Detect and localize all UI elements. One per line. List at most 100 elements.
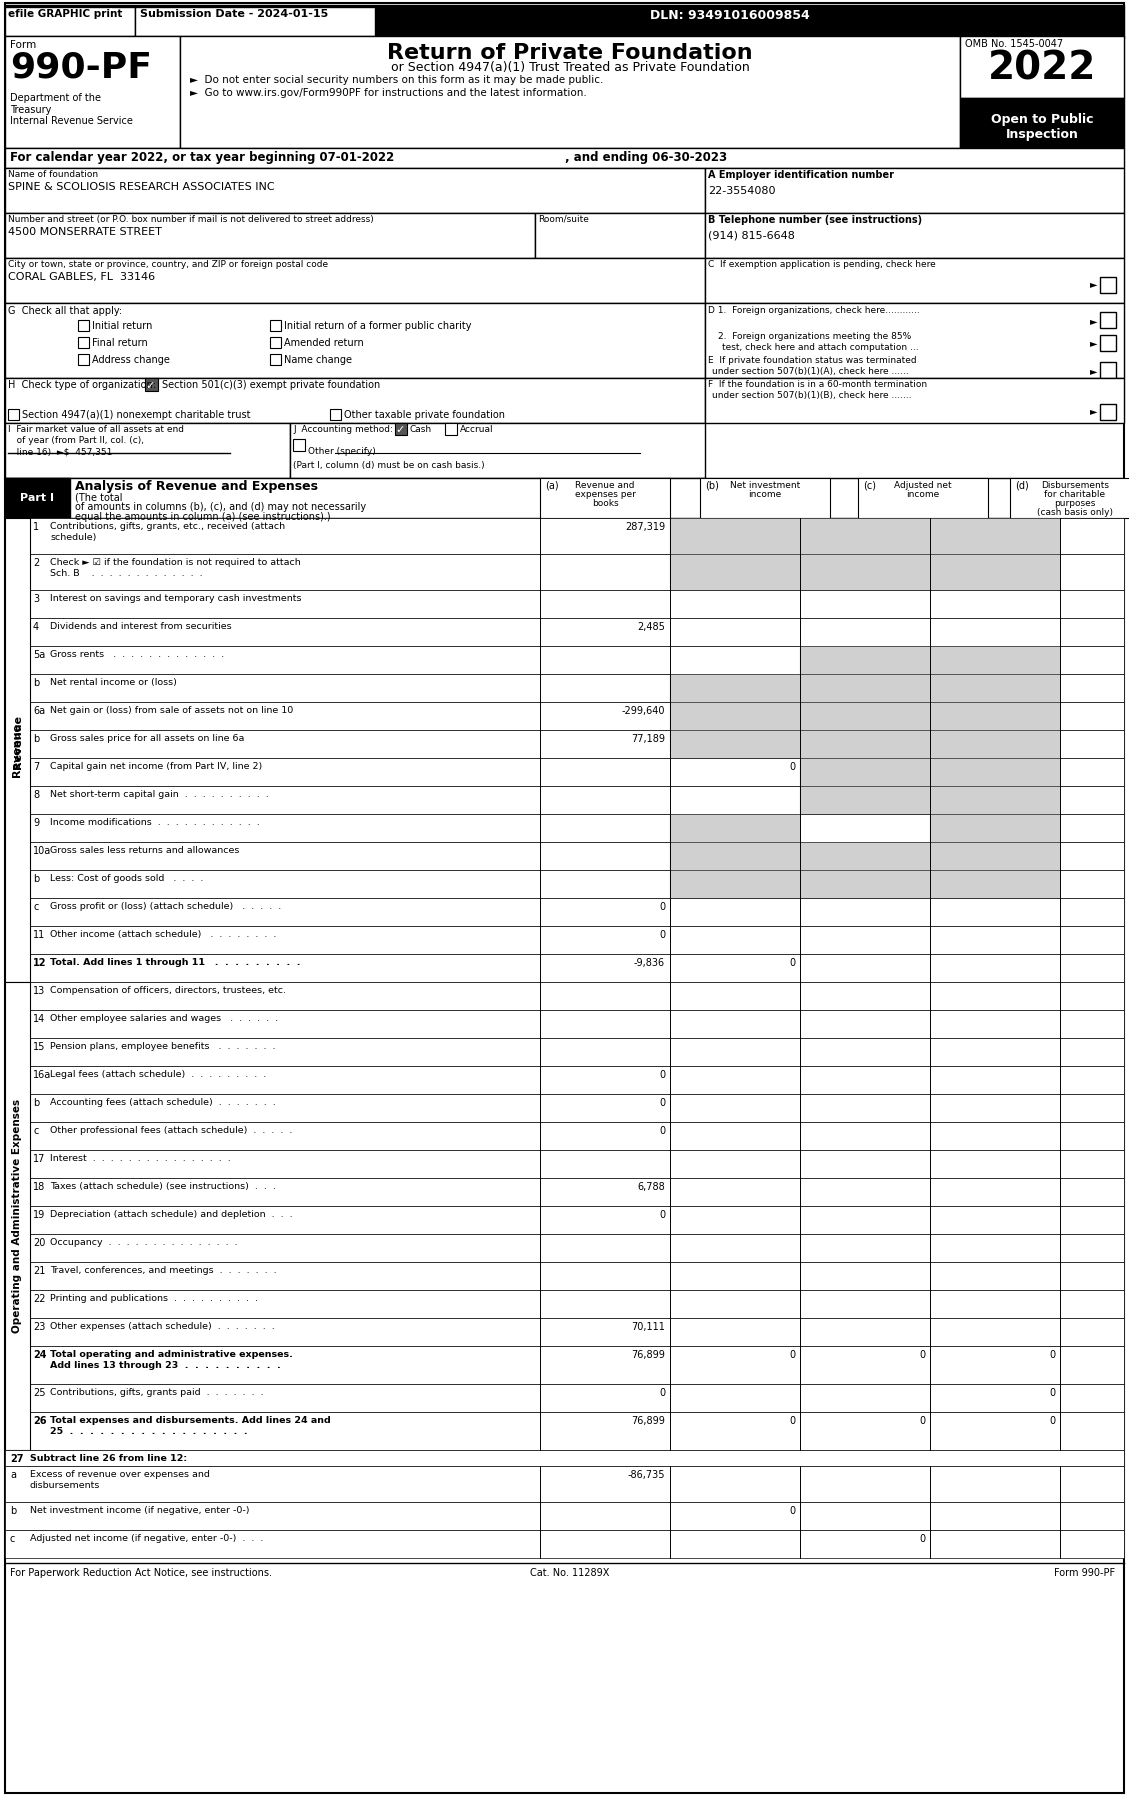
Text: Excess of revenue over expenses and: Excess of revenue over expenses and	[30, 1471, 210, 1480]
Bar	[30, 619, 1124, 645]
Text: (a): (a)	[545, 480, 559, 491]
Text: 25  .  .  .  .  .  .  .  .  .  .  .  .  .  .  .  .  .  .: 25 . . . . . . . . . . . . . . . . . .	[50, 1428, 247, 1437]
Text: 0: 0	[1049, 1388, 1054, 1399]
Bar	[5, 1449, 1124, 1465]
Bar	[1100, 277, 1115, 293]
Text: Gross profit or (loss) (attach schedule)   .  .  .  .  .: Gross profit or (loss) (attach schedule)…	[50, 903, 281, 912]
Text: Operating and Administrative Expenses: Operating and Administrative Expenses	[12, 1099, 21, 1332]
Text: Initial return of a former public charity: Initial return of a former public charit…	[285, 322, 472, 331]
Bar	[669, 518, 800, 554]
Text: Other taxable private foundation: Other taxable private foundation	[344, 410, 505, 421]
Bar	[5, 1465, 1124, 1501]
Text: 23: 23	[33, 1322, 45, 1332]
Bar	[800, 843, 930, 870]
Bar	[540, 478, 669, 518]
Text: b: b	[10, 1507, 16, 1516]
Bar	[1100, 405, 1115, 421]
Bar	[30, 1206, 1124, 1233]
Bar	[5, 7, 135, 36]
Text: 26: 26	[33, 1417, 46, 1426]
Bar	[5, 36, 180, 147]
Text: 0: 0	[659, 903, 665, 912]
Text: ✓: ✓	[395, 424, 404, 435]
Bar	[930, 703, 1060, 730]
Bar	[800, 554, 930, 590]
Bar	[330, 408, 341, 421]
Text: ►: ►	[1089, 279, 1097, 289]
Text: Pension plans, employee benefits   .  .  .  .  .  .  .: Pension plans, employee benefits . . . .…	[50, 1043, 275, 1052]
Text: Final return: Final return	[91, 338, 148, 349]
Bar	[30, 1037, 1124, 1066]
Text: or Section 4947(a)(1) Trust Treated as Private Foundation: or Section 4947(a)(1) Trust Treated as P…	[391, 61, 750, 74]
Text: Other employee salaries and wages   .  .  .  .  .  .: Other employee salaries and wages . . . …	[50, 1014, 278, 1023]
Text: Amended return: Amended return	[285, 338, 364, 349]
Bar	[535, 212, 704, 257]
Text: DLN: 93491016009854: DLN: 93491016009854	[650, 9, 809, 22]
Text: Add lines 13 through 23  .  .  .  .  .  .  .  .  .  .: Add lines 13 through 23 . . . . . . . . …	[50, 1361, 281, 1370]
Bar	[1010, 478, 1129, 518]
Text: 22-3554080: 22-3554080	[708, 185, 776, 196]
Text: Printing and publications  .  .  .  .  .  .  .  .  .  .: Printing and publications . . . . . . . …	[50, 1295, 259, 1304]
Bar	[1100, 361, 1115, 378]
Bar	[180, 36, 960, 147]
Text: Interest  .  .  .  .  .  .  .  .  .  .  .  .  .  .  .  .: Interest . . . . . . . . . . . . . . . .	[50, 1154, 230, 1163]
Bar	[800, 674, 930, 701]
Text: Address change: Address change	[91, 354, 169, 365]
Text: 0: 0	[919, 1350, 925, 1359]
Text: 6,788: 6,788	[637, 1181, 665, 1192]
Text: (d): (d)	[1015, 480, 1029, 491]
Bar	[669, 814, 800, 841]
Text: Part I: Part I	[20, 493, 54, 503]
Text: Sch. B    .  .  .  .  .  .  .  .  .  .  .  .  .: Sch. B . . . . . . . . . . . . .	[50, 568, 202, 577]
Bar	[669, 703, 800, 730]
Text: (Part I, column (d) must be on cash basis.): (Part I, column (d) must be on cash basi…	[294, 460, 484, 469]
Bar	[930, 674, 1060, 701]
Text: ►  Do not enter social security numbers on this form as it may be made public.: ► Do not enter social security numbers o…	[190, 76, 603, 85]
Bar	[445, 423, 457, 435]
Bar	[930, 870, 1060, 897]
Text: c: c	[33, 903, 38, 912]
Text: b: b	[33, 734, 40, 744]
Bar	[30, 1411, 1124, 1449]
Text: Disbursements: Disbursements	[1041, 482, 1109, 491]
Text: Gross sales price for all assets on line 6a: Gross sales price for all assets on line…	[50, 734, 244, 743]
Text: 0: 0	[789, 762, 795, 771]
Text: 0: 0	[789, 1507, 795, 1516]
Bar	[78, 354, 89, 365]
Text: 8: 8	[33, 789, 40, 800]
Text: Travel, conferences, and meetings  .  .  .  .  .  .  .: Travel, conferences, and meetings . . . …	[50, 1266, 277, 1275]
Bar	[800, 647, 930, 674]
Text: Dividends and interest from securities: Dividends and interest from securities	[50, 622, 231, 631]
Bar	[30, 1178, 1124, 1206]
Text: Other expenses (attach schedule)  .  .  .  .  .  .  .: Other expenses (attach schedule) . . . .…	[50, 1322, 274, 1331]
Bar	[78, 320, 89, 331]
Bar	[30, 674, 1124, 701]
Text: For Paperwork Reduction Act Notice, see instructions.: For Paperwork Reduction Act Notice, see …	[10, 1568, 272, 1579]
Text: Net short-term capital gain  .  .  .  .  .  .  .  .  .  .: Net short-term capital gain . . . . . . …	[50, 789, 269, 798]
Text: income: income	[907, 491, 939, 500]
Text: 0: 0	[659, 1126, 665, 1136]
Text: 2022: 2022	[988, 50, 1096, 88]
Text: Return of Private Foundation: Return of Private Foundation	[387, 43, 753, 63]
Bar	[930, 786, 1060, 813]
Text: Income modifications  .  .  .  .  .  .  .  .  .  .  .  .: Income modifications . . . . . . . . . .…	[50, 818, 260, 827]
Text: 0: 0	[659, 1099, 665, 1108]
Text: Form 990-PF: Form 990-PF	[1053, 1568, 1115, 1579]
Text: 16a: 16a	[33, 1070, 51, 1081]
Text: test, check here and attach computation ...: test, check here and attach computation …	[723, 343, 919, 352]
Bar	[30, 1010, 1124, 1037]
Bar	[30, 590, 1124, 619]
Text: Depreciation (attach schedule) and depletion  .  .  .: Depreciation (attach schedule) and deple…	[50, 1210, 292, 1219]
Text: 11: 11	[33, 930, 45, 940]
Text: b: b	[33, 678, 40, 689]
Text: A Employer identification number: A Employer identification number	[708, 171, 894, 180]
Text: purposes: purposes	[1054, 500, 1095, 509]
Bar	[30, 841, 1124, 870]
Bar	[5, 147, 1124, 167]
Bar	[930, 647, 1060, 674]
Bar	[30, 1262, 1124, 1289]
Text: ►: ►	[1089, 406, 1097, 415]
Text: Initial return: Initial return	[91, 322, 152, 331]
Text: 2,485: 2,485	[637, 622, 665, 633]
Text: Section 4947(a)(1) nonexempt charitable trust: Section 4947(a)(1) nonexempt charitable …	[21, 410, 251, 421]
